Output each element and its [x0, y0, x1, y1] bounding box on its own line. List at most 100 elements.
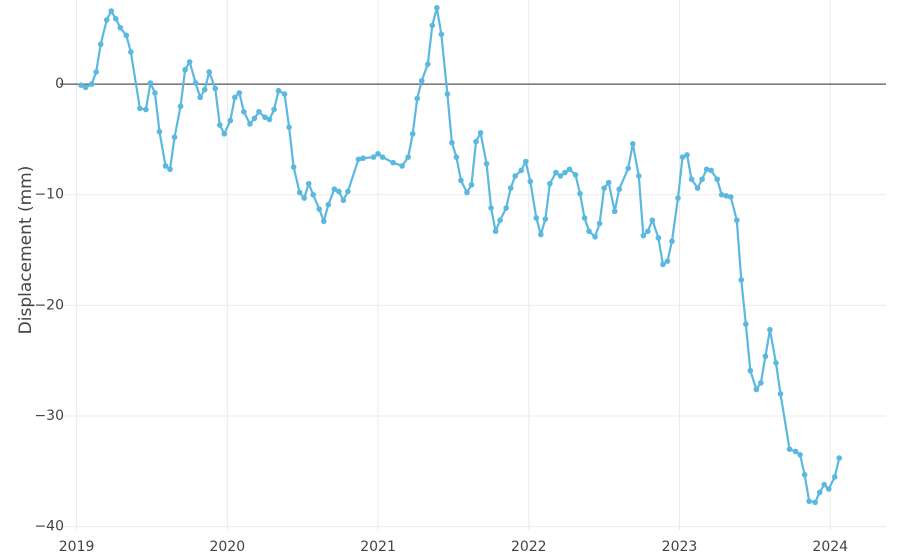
data-point — [453, 154, 460, 160]
data-point — [301, 195, 307, 201]
data-point — [123, 32, 130, 39]
data-point — [733, 217, 740, 223]
data-point — [221, 131, 228, 137]
data-point — [497, 217, 503, 223]
data-point — [743, 321, 749, 328]
data-point — [592, 233, 598, 240]
data-point — [503, 205, 509, 211]
data-point — [572, 172, 579, 178]
data-point — [424, 61, 431, 67]
data-point — [201, 86, 208, 93]
data-point — [758, 380, 764, 386]
x-axis-tick-labels: 2019 2020 2021 2022 2023 2024 — [59, 539, 848, 555]
data-point — [192, 80, 199, 86]
data-point — [355, 156, 362, 163]
data-point — [128, 49, 134, 55]
y-tick-label: −40 — [34, 519, 64, 535]
data-point — [831, 474, 838, 480]
data-point — [605, 179, 612, 186]
data-point — [418, 77, 425, 84]
data-point — [542, 216, 549, 222]
data-point — [669, 238, 675, 245]
series-points — [78, 4, 843, 506]
data-point — [390, 159, 396, 166]
data-point — [108, 8, 115, 14]
data-point — [281, 91, 288, 97]
data-point — [305, 180, 312, 187]
data-point — [703, 166, 710, 173]
data-point — [547, 180, 553, 187]
data-point — [186, 59, 193, 65]
data-point — [557, 173, 564, 179]
data-point — [256, 108, 262, 115]
data-point — [679, 154, 686, 160]
data-point — [640, 232, 647, 239]
data-point — [167, 166, 173, 173]
data-point — [553, 169, 559, 176]
data-point — [251, 115, 258, 122]
data-point — [562, 169, 568, 176]
data-point — [331, 186, 338, 193]
data-point — [801, 471, 808, 478]
data-point — [78, 82, 84, 88]
data-point — [112, 16, 119, 22]
data-point — [444, 91, 451, 97]
data-point — [275, 87, 282, 94]
data-point — [232, 94, 238, 101]
data-point — [714, 176, 720, 183]
data-point — [325, 201, 332, 208]
data-point — [616, 186, 623, 193]
data-point — [773, 360, 779, 366]
x-tick-label: 2019 — [59, 539, 95, 555]
data-point — [660, 261, 666, 268]
data-point — [527, 178, 534, 185]
data-point — [375, 151, 381, 157]
data-point — [290, 164, 297, 170]
data-point — [156, 128, 163, 135]
data-point — [596, 220, 603, 227]
data-point — [636, 173, 642, 179]
data-point — [664, 258, 671, 264]
data-point — [236, 90, 243, 96]
data-point — [675, 195, 681, 201]
x-tick-label: 2020 — [209, 539, 245, 555]
data-point — [409, 131, 416, 137]
data-point — [512, 173, 518, 179]
series-line — [80, 6, 841, 504]
x-tick-label: 2021 — [360, 539, 396, 555]
data-point — [718, 191, 725, 198]
data-point — [762, 353, 769, 360]
data-point — [825, 486, 832, 492]
data-point — [464, 189, 470, 196]
data-point — [684, 152, 690, 158]
data-point — [336, 188, 342, 195]
data-point — [694, 185, 701, 191]
data-point — [171, 134, 178, 140]
data-point — [507, 185, 514, 191]
data-point — [182, 66, 188, 73]
data-point — [767, 326, 773, 333]
data-point — [458, 177, 464, 184]
data-point — [518, 167, 525, 174]
x-tick-label: 2024 — [812, 539, 848, 555]
data-point — [212, 85, 219, 92]
x-tick-label: 2022 — [511, 539, 547, 555]
data-point — [488, 205, 494, 211]
y-tick-label: −30 — [34, 408, 64, 424]
data-point — [738, 277, 745, 283]
data-point — [655, 235, 662, 241]
data-point — [340, 197, 347, 204]
data-point — [786, 446, 793, 453]
data-point — [227, 117, 234, 124]
y-axis-tick-labels: −40 −30 −20 −10 0 — [34, 76, 64, 535]
data-point — [310, 191, 317, 198]
data-point — [103, 17, 110, 23]
data-point — [147, 80, 154, 86]
data-point — [723, 193, 730, 199]
y-tick-label: −20 — [34, 297, 64, 313]
data-point — [320, 218, 327, 225]
y-axis-title: Displacement (mm) — [16, 166, 36, 335]
data-point — [82, 84, 89, 91]
data-point — [522, 158, 529, 165]
